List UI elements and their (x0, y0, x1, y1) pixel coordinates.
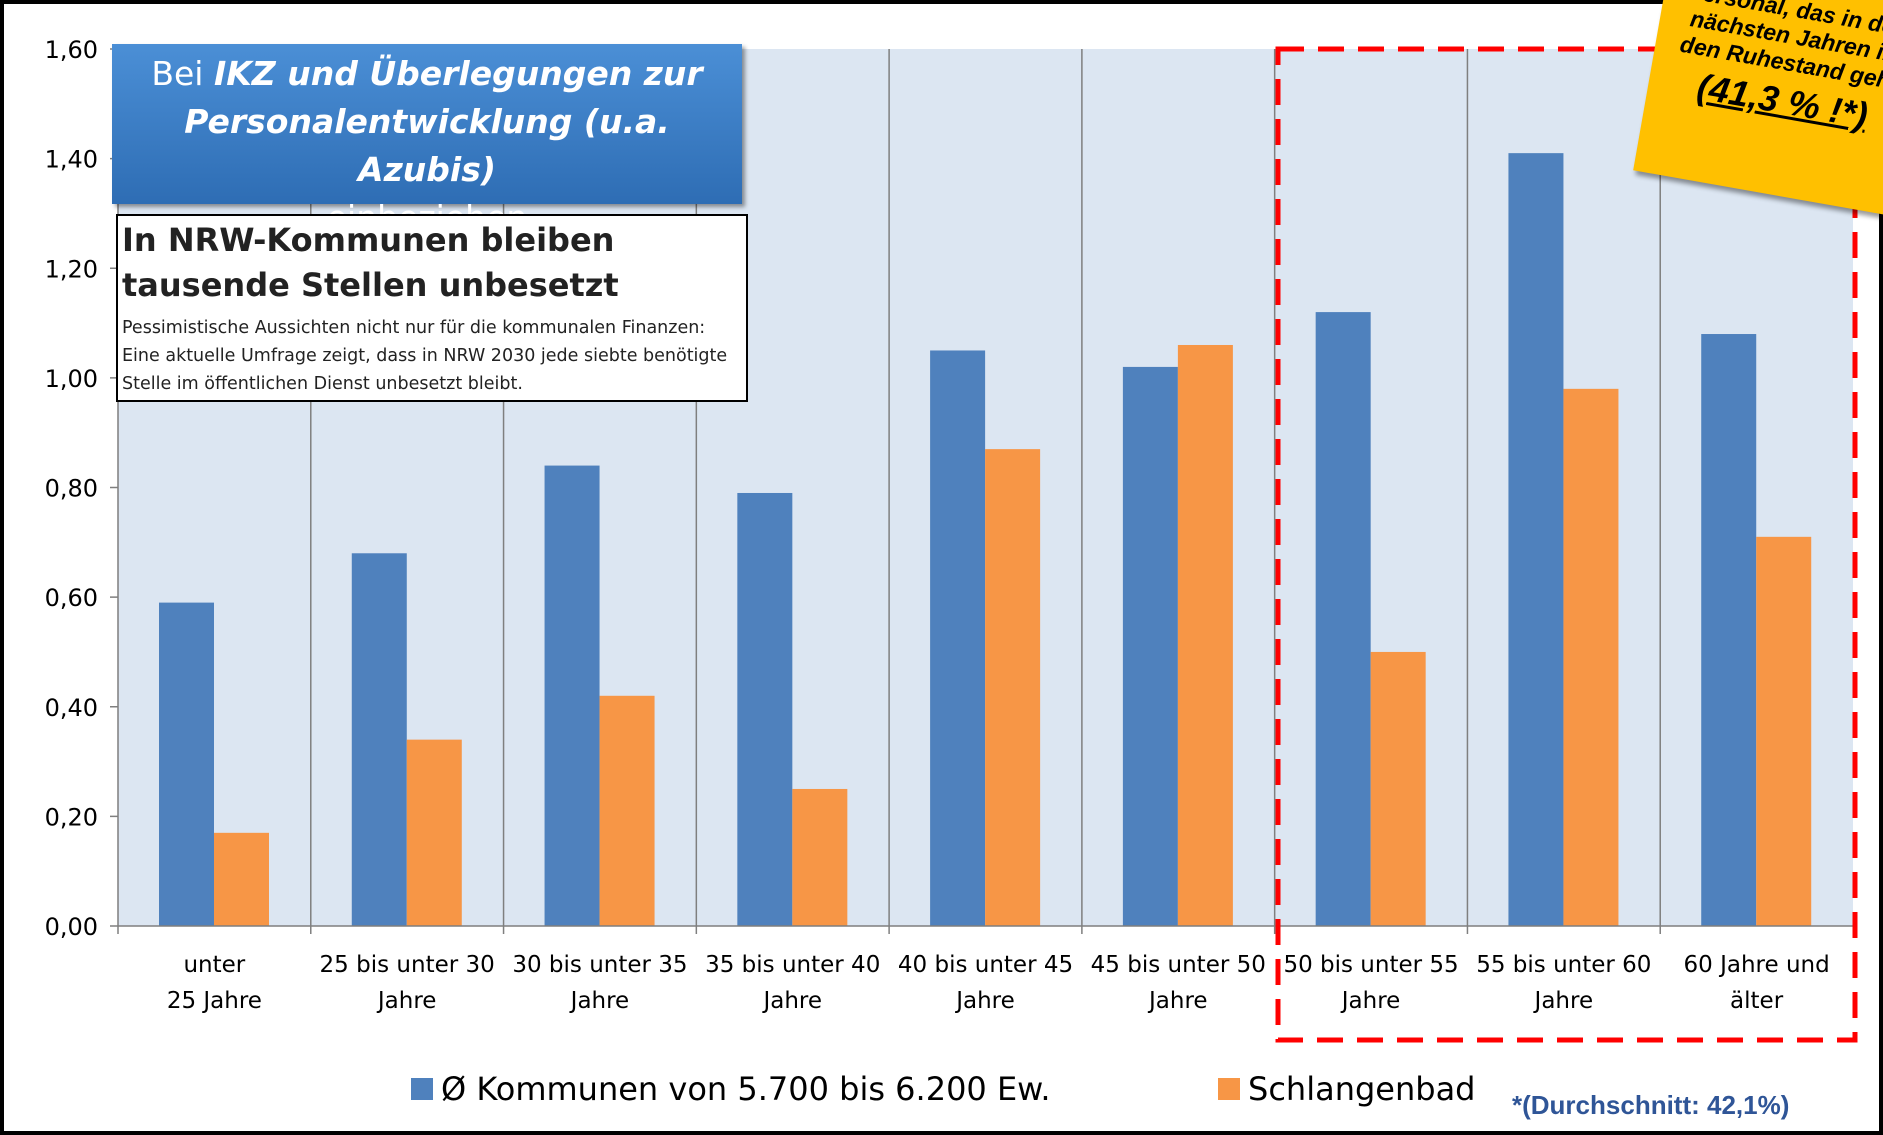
bar (1315, 312, 1371, 927)
bar (1508, 153, 1564, 927)
bar (1177, 344, 1233, 926)
x-tick-label: 30 bis unter 35 Jahre (512, 952, 687, 1014)
legend-swatch (1218, 1078, 1240, 1100)
news-body: Pessimistische Aussichten nicht nur für … (122, 318, 728, 394)
bar (1122, 366, 1178, 927)
x-tick-label: 50 bis unter 55 Jahre (1283, 952, 1458, 1014)
news-box: In NRW-Kommunen bleiben tausende Stellen… (116, 214, 748, 402)
x-tick-label: 40 bis unter 45 Jahre (898, 952, 1073, 1014)
bar (1370, 651, 1426, 926)
x-tick-label: unter 25 Jahre (167, 952, 262, 1014)
footnote: *(Durchschnitt: 42,1%) (1512, 1090, 1790, 1120)
bar (406, 739, 462, 926)
y-tick-label: 1,60 (45, 36, 98, 64)
bar (599, 695, 655, 926)
callout-text: Bei (151, 54, 204, 93)
bar (1701, 334, 1757, 926)
bar (930, 350, 986, 926)
news-headline: In NRW-Kommunen bleiben tausende Stellen… (122, 221, 619, 304)
y-tick-label: 0,40 (45, 694, 98, 722)
legend-label: Ø Kommunen von 5.700 bis 6.200 Ew. (441, 1070, 1051, 1108)
y-tick-label: 0,20 (45, 803, 98, 831)
legend-label: Schlangenbad (1248, 1070, 1475, 1108)
y-tick-label: 1,40 (45, 146, 98, 174)
callout-text: Personalentwicklung (u.a. Azubis) (184, 102, 670, 189)
x-tick-label: 60 Jahre und älter (1684, 952, 1830, 1014)
bar (351, 553, 407, 926)
y-tick-label: 0,80 (45, 475, 98, 503)
x-tick-label: 55 bis unter 60 Jahre (1476, 952, 1651, 1014)
bar (214, 832, 269, 926)
legend-swatch (411, 1078, 433, 1100)
bar (159, 602, 214, 926)
x-tick-label: 35 bis unter 40 Jahre (705, 952, 880, 1014)
y-tick-label: 1,20 (45, 255, 98, 283)
bar (737, 492, 793, 926)
x-tick-label: 25 bis unter 30 Jahre (320, 952, 495, 1014)
bar (1563, 388, 1619, 926)
x-tick-label: 45 bis unter 50 Jahre (1091, 952, 1266, 1014)
bar (792, 788, 848, 926)
callout-text: IKZ und Überlegungen zur (213, 54, 703, 93)
bar (985, 449, 1041, 926)
highlight-box (1275, 46, 1858, 1043)
y-tick-label: 1,00 (45, 365, 98, 393)
callout: Bei IKZ und Überlegungen zur Personalent… (112, 44, 742, 237)
bar (1756, 536, 1812, 926)
y-tick-label: 0,60 (45, 584, 98, 612)
bar (544, 465, 600, 926)
y-tick-label: 0,00 (45, 913, 98, 941)
